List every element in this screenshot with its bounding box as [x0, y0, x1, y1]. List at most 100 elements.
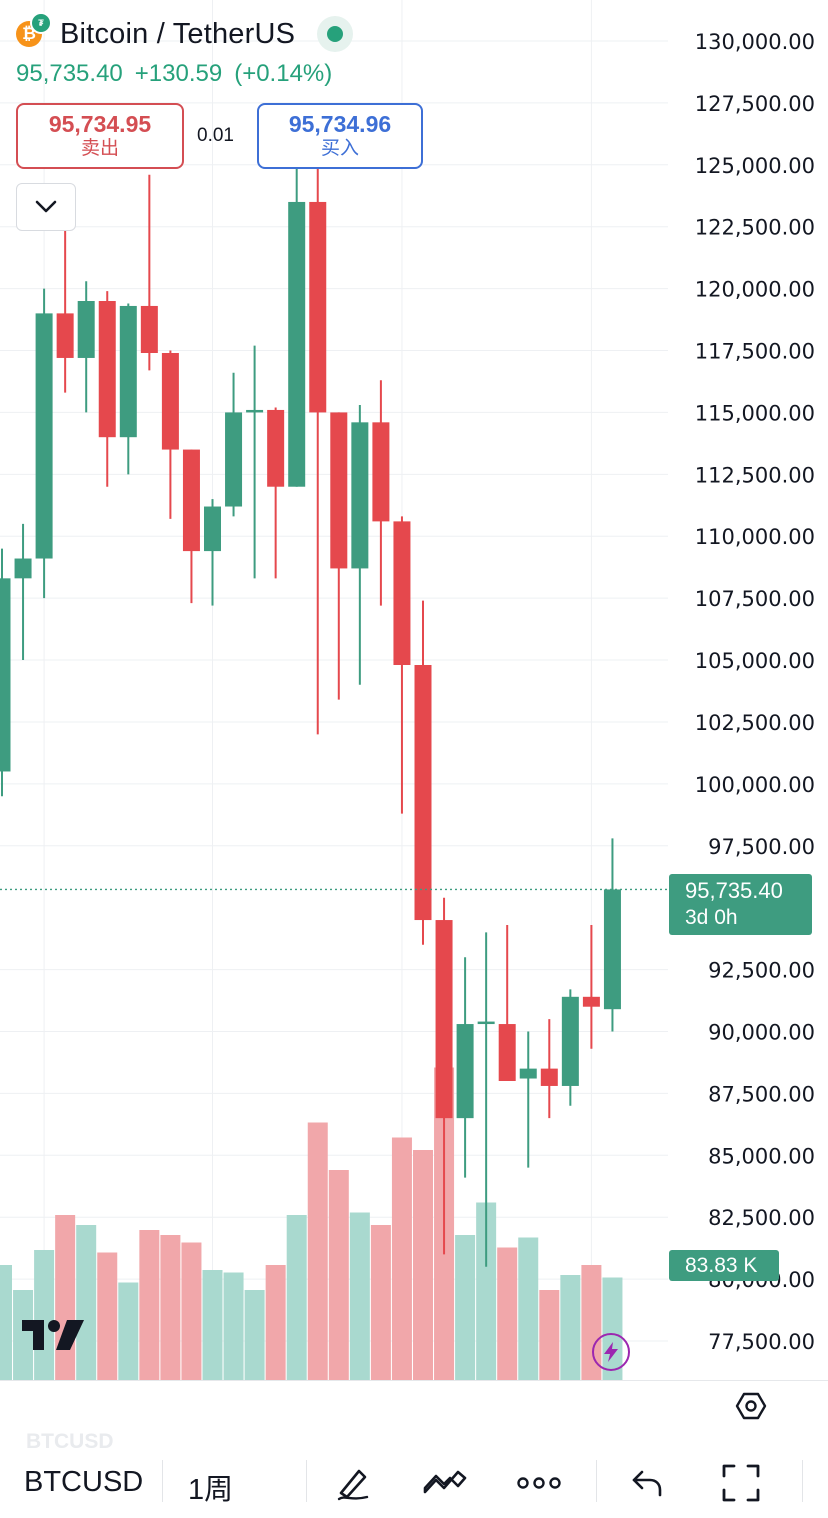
separator [596, 1460, 597, 1502]
candle [456, 957, 474, 1178]
candle [288, 135, 306, 487]
y-tick-label: 97,500.00 [708, 835, 815, 859]
y-tick-label: 87,500.00 [708, 1082, 815, 1106]
tether-icon: ₮ [30, 12, 52, 34]
collapse-button[interactable] [16, 183, 76, 231]
y-tick-label: 110,000.00 [695, 525, 815, 549]
candle [161, 350, 179, 519]
volume-bar [202, 1270, 223, 1380]
bar-countdown: 3d 0h [685, 906, 738, 929]
candle-body [0, 578, 11, 772]
y-tick-label: 82,500.00 [708, 1206, 815, 1230]
candle-body [225, 412, 243, 507]
y-tick-label: 120,000.00 [695, 278, 815, 302]
candle [77, 281, 95, 413]
bitcoin-icon: ₿ ₮ [16, 12, 52, 47]
volume-bar [518, 1237, 539, 1380]
settings-hex-icon[interactable] [735, 1390, 767, 1422]
candle-body [540, 1068, 558, 1086]
candle-body [393, 521, 411, 665]
bolt-icon[interactable] [592, 1333, 630, 1371]
y-tick-label: 100,000.00 [695, 773, 815, 797]
volume-bar [265, 1265, 286, 1380]
y-tick-label: 77,500.00 [708, 1330, 815, 1354]
fullscreen-icon[interactable] [718, 1460, 764, 1506]
candle-body [14, 558, 32, 579]
volume-bar [286, 1215, 307, 1380]
price-chart[interactable]: 130,000.00 127,500.00 125,000.00 122,500.00… [0, 0, 828, 1380]
volume-bar [328, 1170, 349, 1380]
buy-button[interactable]: 95,734.96 买入 [257, 103, 423, 169]
candle-body [435, 920, 453, 1119]
separator [802, 1460, 803, 1502]
volume-bar [139, 1230, 160, 1380]
y-tick-label: 115,000.00 [695, 401, 815, 425]
y-tick-label: 127,500.00 [695, 92, 815, 116]
tradingview-logo[interactable] [20, 1318, 86, 1352]
candle [351, 405, 369, 685]
volume-bar [181, 1242, 202, 1380]
sell-price: 95,734.95 [48, 111, 152, 137]
candle-body [498, 1024, 516, 1081]
undo-icon[interactable] [624, 1460, 670, 1506]
draw-pen-icon[interactable] [330, 1460, 376, 1506]
volume-bar [13, 1290, 34, 1380]
y-tick-label: 112,500.00 [695, 463, 815, 487]
candle [14, 523, 32, 661]
symbol-header: ₿ ₮ Bitcoin / TetherUS 95,735.40 +130.59 (+… [16, 12, 354, 88]
sell-button[interactable]: 95,734.95 卖出 [16, 103, 184, 169]
candle-body [35, 313, 53, 559]
candle [330, 412, 348, 700]
candle [98, 291, 116, 487]
symbol-title[interactable]: Bitcoin / TetherUS [60, 17, 296, 50]
candle [119, 303, 137, 475]
candle [603, 838, 621, 1032]
candle-body [351, 422, 369, 569]
volume-bar [118, 1282, 139, 1380]
candle-body [309, 201, 327, 413]
candle-body [582, 996, 600, 1007]
chevron-down-icon [35, 200, 57, 213]
volume-bar [307, 1122, 328, 1380]
last-volume-label: 83.83 K [669, 1250, 779, 1281]
volume-bar [476, 1202, 497, 1380]
volume-bar [0, 1265, 12, 1380]
last-price-label: 95,735.40 3d 0h [669, 874, 812, 935]
price-change: +130.59 [134, 60, 223, 87]
candle-body [140, 305, 158, 353]
last-price-label-value: 95,735.40 [685, 878, 783, 903]
volume-bar [391, 1137, 412, 1380]
y-tick-label: 130,000.00 [695, 30, 815, 54]
y-tick-label: 105,000.00 [695, 649, 815, 673]
candle [372, 380, 390, 606]
separator [162, 1460, 163, 1502]
symbol-selector[interactable]: BTCUSD [24, 1466, 144, 1498]
sell-label: 卖出 [80, 138, 119, 159]
last-price: 95,735.40 [16, 60, 123, 87]
volume-bar [539, 1290, 560, 1380]
candle-body [372, 422, 390, 522]
more-icon[interactable] [516, 1460, 562, 1506]
candle [498, 925, 516, 1081]
indicators-icon[interactable] [422, 1460, 468, 1506]
buy-label: 买入 [320, 138, 359, 159]
candle-body [56, 313, 74, 358]
market-open-icon [317, 16, 354, 52]
candle [35, 288, 53, 599]
volume-bar [97, 1252, 118, 1380]
volume-bar [560, 1275, 581, 1380]
volume-bar [349, 1212, 370, 1380]
candle [56, 214, 74, 393]
interval-selector[interactable]: 1周 [188, 1474, 234, 1506]
volume-bar [76, 1225, 97, 1380]
volume-bar [370, 1225, 391, 1380]
price-change-pct: (+0.14%) [234, 60, 333, 87]
candle-body [456, 1024, 474, 1119]
candle-body [330, 412, 348, 569]
separator [306, 1460, 307, 1502]
volume-bar [160, 1235, 181, 1380]
volume-bar [55, 1215, 76, 1380]
volume-bar [497, 1247, 518, 1380]
y-tick-label: 122,500.00 [695, 216, 815, 240]
candle-body [267, 409, 285, 487]
